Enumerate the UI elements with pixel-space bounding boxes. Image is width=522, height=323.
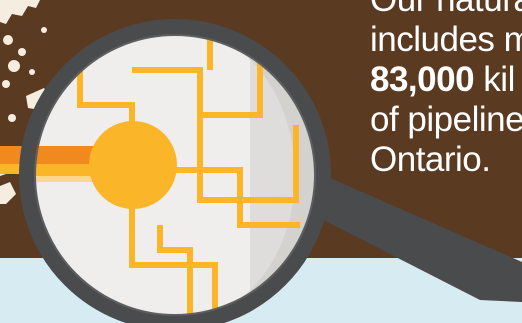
lens-view [27,27,323,323]
magnifier-handle [296,178,522,302]
headline-line-1: Our natural [370,0,522,20]
magnifying-glass-icon [19,19,331,323]
headline-unit: kil [474,60,515,99]
headline-line-5: Ontario. [370,140,491,179]
headline-line-4: of pipelines [370,100,522,139]
pipeline-hub [89,121,177,209]
pipeline-length-figure: 83,000 [370,60,475,99]
headline-copy: Our natural includes m 83,000 kil of pip… [370,0,522,180]
headline-line-3: 83,000 kil [370,60,522,100]
headline-line-2: includes m [370,20,522,59]
